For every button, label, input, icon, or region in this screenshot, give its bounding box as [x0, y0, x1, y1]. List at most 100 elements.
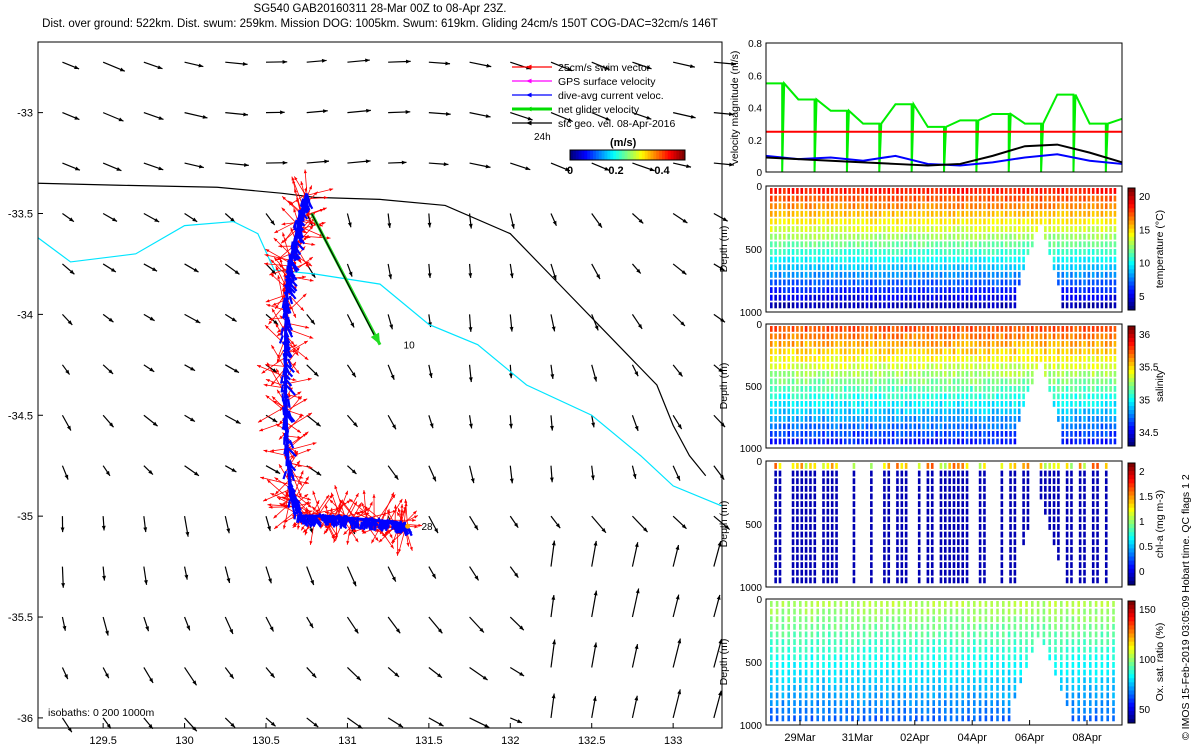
section-cell	[1057, 378, 1060, 385]
section-cell	[926, 470, 930, 477]
section-cell	[1087, 386, 1091, 392]
section-cell	[778, 226, 782, 233]
section-cell	[1104, 287, 1108, 294]
section-cell	[957, 562, 960, 569]
map-y-tick-label: -34.5	[8, 410, 33, 422]
velocity-vector-head	[269, 626, 274, 632]
section-cell	[835, 195, 838, 202]
section-cell	[1074, 218, 1078, 225]
section-cell	[822, 210, 825, 217]
section-cell	[1000, 287, 1004, 294]
map-x-tick-label: 131.5	[415, 735, 443, 747]
velocity-vector-head	[395, 628, 401, 634]
section-cell	[800, 554, 804, 561]
section-cell	[944, 501, 947, 508]
section-cell	[835, 539, 838, 546]
section-cell	[852, 271, 856, 278]
swim-vector-head	[276, 358, 280, 363]
section-cell	[830, 416, 834, 422]
swim-vector-head	[406, 542, 410, 547]
section-cell	[1096, 531, 1099, 538]
section-cell	[900, 485, 904, 492]
section-cell	[775, 639, 779, 646]
section-cell	[900, 401, 904, 407]
section-cell	[970, 210, 973, 217]
velocity-vector-head	[690, 114, 696, 119]
section-cell	[1070, 287, 1073, 294]
section-cell	[896, 393, 899, 400]
section-cell	[1104, 264, 1108, 271]
section-cell	[822, 233, 825, 240]
section-cell	[1083, 531, 1086, 538]
section-cell	[1070, 408, 1073, 415]
section-cell	[839, 241, 843, 248]
section-cell	[957, 241, 960, 248]
section-cell	[904, 188, 908, 194]
section-cell	[839, 195, 843, 202]
section-cell	[913, 371, 917, 377]
section-cell	[781, 601, 785, 607]
swim-vector-head	[331, 492, 334, 497]
section-cell	[791, 371, 795, 377]
section-cell	[1070, 218, 1073, 225]
section-cell	[774, 493, 777, 500]
section-cell	[952, 326, 956, 332]
section-cell	[996, 401, 999, 407]
section-cell	[1057, 539, 1060, 546]
section-cell	[983, 356, 986, 362]
section-cell	[1009, 493, 1012, 500]
velocity-vector-head	[601, 527, 606, 533]
section-cell	[913, 356, 917, 362]
section-cell	[926, 271, 930, 278]
section-cell	[852, 210, 856, 217]
section-cell	[852, 326, 856, 332]
section-cell	[917, 210, 921, 217]
section-cell	[770, 287, 773, 294]
swim-vector-head	[334, 485, 338, 490]
section-colorbar-swatch	[1128, 358, 1135, 363]
section-cell	[804, 601, 808, 607]
section-cell	[1013, 431, 1017, 437]
section-cell	[1061, 256, 1065, 263]
section-cell	[939, 363, 943, 370]
section-cell	[1035, 341, 1038, 347]
section-cell	[935, 249, 938, 255]
swim-vector	[312, 490, 322, 516]
velocity-vector-head	[550, 425, 554, 431]
section-cell	[1065, 256, 1069, 263]
section-cell	[809, 423, 812, 430]
swim-vector-head	[412, 518, 416, 522]
section-cell	[770, 356, 773, 362]
section-y-tick-label: 0	[756, 182, 762, 193]
section-cell	[870, 516, 873, 523]
section-cell	[839, 401, 843, 407]
section-cell	[896, 562, 899, 569]
section-cell	[1017, 256, 1021, 263]
section-cell	[857, 416, 860, 422]
section-cell	[1065, 264, 1069, 271]
section-cell	[1096, 501, 1099, 508]
section-cell	[887, 531, 891, 538]
section-cell	[922, 386, 925, 392]
section-cell	[1022, 195, 1025, 202]
section-cell	[783, 363, 786, 370]
section-cell	[1104, 569, 1108, 576]
section-cell	[796, 423, 799, 430]
section-cell	[970, 233, 973, 240]
section-cell	[1000, 256, 1004, 263]
section-cell	[1087, 203, 1091, 210]
section-cell	[870, 416, 873, 422]
section-cell	[1044, 485, 1047, 492]
section-cell	[817, 249, 821, 255]
section-cell	[1000, 393, 1004, 400]
section-cell	[852, 294, 856, 301]
velocity-series-2	[765, 143, 1123, 167]
section-cell	[783, 348, 786, 355]
section-colorbar-swatch	[1128, 305, 1135, 311]
velocity-vector-head	[235, 419, 241, 424]
isobath-0m-line	[37, 182, 707, 477]
dac-vector	[350, 521, 355, 530]
section-cell	[1070, 423, 1073, 430]
section-cell	[961, 256, 964, 263]
swim-vector-head	[311, 242, 316, 246]
